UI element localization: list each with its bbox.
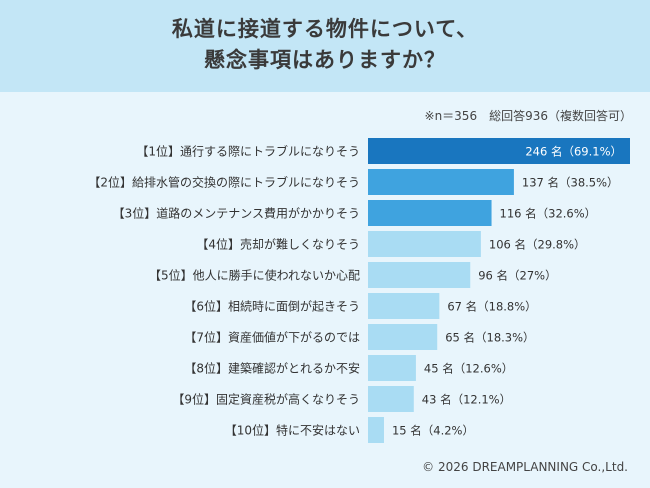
value-label-7: 65 名（18.3%） xyxy=(445,331,534,345)
bar-9 xyxy=(368,386,414,412)
copyright: © 2026 DREAMPLANNING Co.,Ltd. xyxy=(422,460,628,474)
bar-4 xyxy=(368,231,481,257)
value-label-10: 15 名（4.2%） xyxy=(392,424,474,438)
bar-5 xyxy=(368,262,471,288)
value-label-6: 67 名（18.8%） xyxy=(447,300,536,314)
value-label-3: 116 名（32.6%） xyxy=(500,207,597,221)
category-label-1: 【1位】通行する際にトラブルになりそう xyxy=(136,144,360,159)
bar-chart: 【1位】通行する際にトラブルになりそう 246 名（69.1%） 【2位】給排水管の… xyxy=(88,138,630,443)
value-label-9: 43 名（12.1%） xyxy=(422,393,511,407)
sample-note: ※n＝356 総回答936（複数回答可） xyxy=(424,109,632,123)
bar-8 xyxy=(368,355,416,381)
category-label-7: 【7位】資産価値が下がるのでは xyxy=(184,330,360,345)
category-label-4: 【4位】売却が難しくなりそう xyxy=(196,237,360,252)
value-label-4: 106 名（29.8%） xyxy=(489,238,586,252)
bar-7 xyxy=(368,324,438,350)
bar-6 xyxy=(368,293,440,319)
bar-1 xyxy=(368,138,630,164)
value-label-5: 96 名（27%） xyxy=(478,269,556,283)
value-label-2: 137 名（38.5%） xyxy=(522,176,619,190)
category-label-3: 【3位】道路のメンテナンス費用がかかりそう xyxy=(113,206,360,221)
category-label-8: 【8位】建築確認がとれるか不安 xyxy=(184,361,360,376)
category-label-10: 【10位】特に不安はない xyxy=(225,423,360,438)
value-label-1: 246 名（69.1%） xyxy=(525,145,622,159)
category-label-6: 【6位】相続時に面倒が起きそう xyxy=(184,299,360,314)
value-label-8: 45 名（12.6%） xyxy=(424,362,513,376)
bar-3 xyxy=(368,200,492,226)
category-label-9: 【9位】固定資産税が高くなりそう xyxy=(172,392,360,407)
category-label-2: 【2位】給排水管の交換の際にトラブルになりそう xyxy=(88,175,360,190)
page-title: 私道に接道する物件について、 懸念事項はありますか？ xyxy=(0,14,650,76)
title-line-1: 私道に接道する物件について、 xyxy=(171,17,479,41)
category-label-5: 【5位】他人に勝手に使われないか心配 xyxy=(149,268,360,283)
bar-10 xyxy=(368,417,384,443)
title-line-2: 懸念事項はありますか？ xyxy=(204,48,446,72)
bar-2 xyxy=(368,169,514,195)
header-band xyxy=(0,0,650,92)
